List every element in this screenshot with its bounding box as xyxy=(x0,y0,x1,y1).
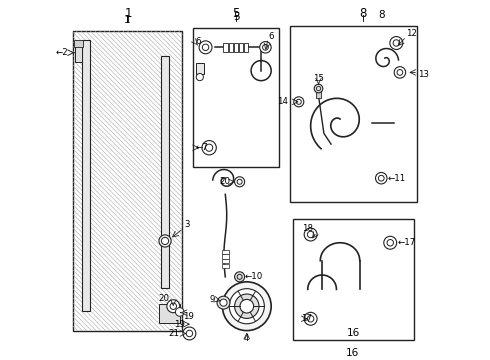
Text: 14: 14 xyxy=(277,97,288,106)
Text: 3: 3 xyxy=(184,220,190,229)
Bar xyxy=(82,40,90,311)
Bar xyxy=(294,220,414,339)
Text: 17: 17 xyxy=(300,314,312,323)
Bar xyxy=(290,26,417,202)
Bar xyxy=(196,63,204,74)
Circle shape xyxy=(202,140,216,155)
Bar xyxy=(221,264,229,268)
Bar xyxy=(159,304,180,323)
Text: 18: 18 xyxy=(302,224,314,233)
Text: ←7: ←7 xyxy=(196,143,209,152)
Text: 16: 16 xyxy=(347,328,360,338)
Circle shape xyxy=(260,41,271,53)
Circle shape xyxy=(240,300,254,313)
Text: 1: 1 xyxy=(124,7,132,20)
Circle shape xyxy=(229,289,264,324)
Circle shape xyxy=(235,294,259,318)
Text: ←10: ←10 xyxy=(245,272,263,281)
Circle shape xyxy=(159,235,171,247)
Text: 4: 4 xyxy=(244,334,249,343)
Text: 15: 15 xyxy=(313,75,324,84)
Circle shape xyxy=(196,73,203,81)
Text: 8: 8 xyxy=(360,7,367,20)
Circle shape xyxy=(175,308,184,316)
Circle shape xyxy=(375,172,387,184)
Text: 21: 21 xyxy=(168,329,179,338)
Circle shape xyxy=(394,67,406,78)
Text: 20: 20 xyxy=(220,177,231,186)
Bar xyxy=(161,56,169,288)
Circle shape xyxy=(217,296,230,309)
Circle shape xyxy=(294,97,304,107)
Circle shape xyxy=(161,237,169,244)
Circle shape xyxy=(390,37,403,49)
Text: 20: 20 xyxy=(158,294,170,303)
Bar xyxy=(223,42,228,52)
Bar xyxy=(234,42,238,52)
Bar xyxy=(73,31,182,330)
Text: 19: 19 xyxy=(183,312,194,321)
Text: 6: 6 xyxy=(196,37,201,46)
Text: ←2: ←2 xyxy=(56,48,69,57)
Text: 13: 13 xyxy=(418,70,429,79)
Text: 9: 9 xyxy=(209,295,215,304)
Circle shape xyxy=(314,84,323,93)
Bar xyxy=(74,40,82,47)
Text: 6: 6 xyxy=(269,32,274,41)
Circle shape xyxy=(183,327,196,340)
Bar xyxy=(317,90,320,98)
Text: 12: 12 xyxy=(406,29,417,38)
Circle shape xyxy=(167,300,180,313)
Circle shape xyxy=(304,312,317,325)
Circle shape xyxy=(235,177,245,187)
Bar xyxy=(239,42,243,52)
Text: 19: 19 xyxy=(174,320,185,329)
Text: 1: 1 xyxy=(124,15,131,26)
Bar xyxy=(244,42,248,52)
Text: 5: 5 xyxy=(233,12,239,22)
Bar xyxy=(221,259,229,263)
Circle shape xyxy=(220,299,227,306)
Text: ←17: ←17 xyxy=(397,238,416,247)
Circle shape xyxy=(235,272,245,282)
Circle shape xyxy=(222,282,271,330)
Text: ←11: ←11 xyxy=(388,174,406,183)
Bar xyxy=(74,42,82,62)
Text: 16: 16 xyxy=(346,348,359,358)
Circle shape xyxy=(199,41,212,54)
Circle shape xyxy=(384,236,397,249)
Circle shape xyxy=(304,228,317,241)
Bar xyxy=(221,254,229,258)
Bar xyxy=(228,42,233,52)
Bar xyxy=(193,28,279,167)
Text: 5: 5 xyxy=(232,7,240,20)
Text: 8: 8 xyxy=(378,10,385,20)
Bar xyxy=(221,249,229,254)
